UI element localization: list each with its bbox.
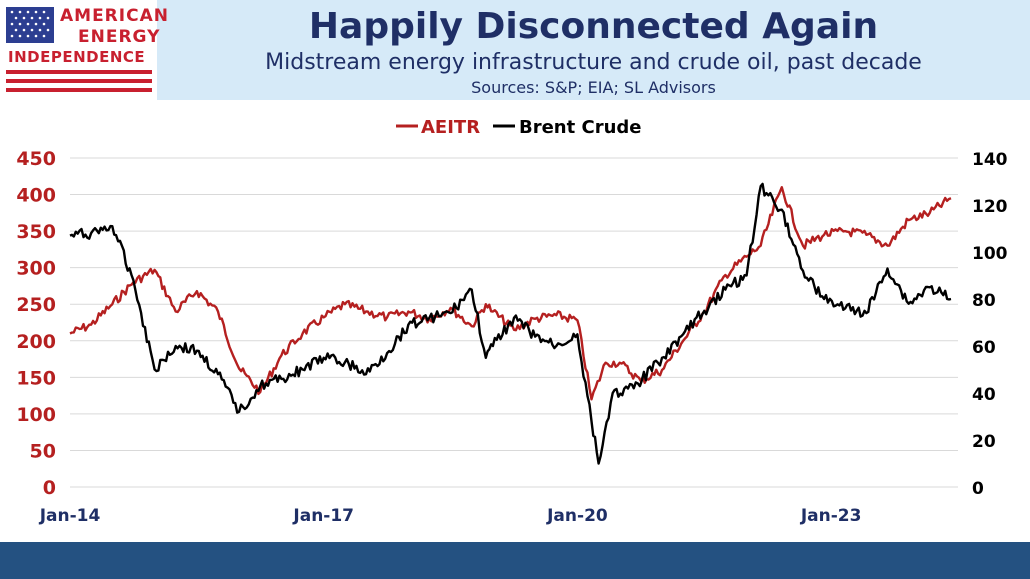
left-axis-tick-label: 250 [16,294,56,316]
logo-line-2: ENERGY [78,27,161,47]
header-band [0,0,1030,100]
logo: AMERICAN ENERGY INDEPENDENCE [0,0,168,100]
left-axis-tick-label: 400 [16,185,56,207]
page-subtitle: Midstream energy infrastructure and crud… [265,50,922,75]
line-chart: 0 50 100 150 200 250 300 350 400 450 0 20 40 60 80 100… [16,117,1008,526]
flag-icon [6,7,54,43]
page-title: Happily Disconnected Again [308,6,879,47]
left-axis-tick-label: 350 [16,221,56,243]
x-axis-tick-label: Jan-17 [292,506,354,526]
footer-band [0,542,1030,579]
logo-stripe [6,79,152,83]
right-axis-tick-label: 80 [972,291,996,311]
left-axis-tick-label: 300 [16,258,56,280]
left-axis-tick-label: 0 [43,477,56,499]
logo-stripe [6,88,152,92]
x-axis-tick-label: Jan-23 [800,506,862,526]
right-axis-tick-label: 40 [972,385,996,405]
right-axis-tick-label: 100 [972,244,1008,264]
right-axis-tick-label: 0 [972,479,984,499]
x-axis-tick-label: Jan-20 [546,506,608,526]
left-axis-tick-label: 50 [30,440,56,462]
logo-line-3: INDEPENDENCE [8,48,146,66]
left-axis-tick-label: 450 [16,148,56,170]
right-axis-tick-label: 120 [972,197,1008,217]
left-axis-tick-label: 100 [16,404,56,426]
logo-stripe [6,70,152,74]
series-lines [69,182,952,465]
logo-line-1: AMERICAN [60,6,169,26]
left-axis-ticks: 0 50 100 150 200 250 300 350 400 450 [16,148,56,499]
right-axis-tick-label: 20 [972,432,996,452]
gridlines [70,157,958,488]
left-axis-tick-label: 200 [16,331,56,353]
sources-note: Sources: S&P; EIA; SL Advisors [471,78,716,97]
legend-label-brent-crude: Brent Crude [519,117,641,138]
right-axis-tick-label: 140 [972,150,1008,170]
right-axis-ticks: 0 20 40 60 80 100 120 140 [972,150,1008,499]
x-axis-ticks: Jan-14 Jan-17 Jan-20 Jan-23 [39,506,862,526]
legend-label-aeitr: AEITR [421,117,480,138]
x-axis-tick-label: Jan-14 [39,506,101,526]
series-line-brent-crude [69,182,952,465]
left-axis-tick-label: 150 [16,367,56,389]
right-axis-tick-label: 60 [972,338,996,358]
legend: AEITR Brent Crude [396,117,641,138]
